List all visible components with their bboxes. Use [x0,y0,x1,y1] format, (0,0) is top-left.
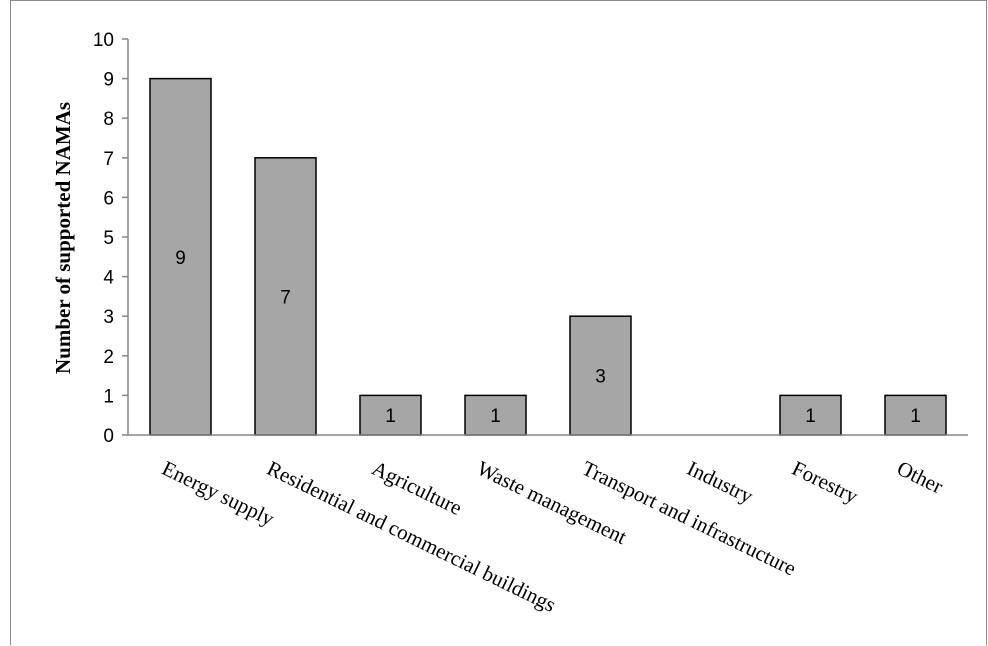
y-tick-label: 4 [103,268,114,289]
bar-0 [149,77,212,436]
chart-frame [10,0,987,645]
data-label-1: 7 [280,287,291,308]
y-tick-label: 0 [103,426,114,447]
data-label-0: 9 [175,248,186,269]
y-tick-label: 6 [103,188,114,209]
data-label-3: 1 [490,406,501,427]
x-category-label: Forestry [788,456,862,508]
bar-3 [464,394,527,436]
y-tick-label: 5 [103,228,114,249]
y-tick-label: 7 [103,149,114,170]
y-tick-label: 10 [93,30,114,51]
y-tick-label: 1 [103,386,114,407]
x-category-label: Industry [683,456,757,508]
data-label-6: 1 [805,406,816,427]
data-label-4: 3 [595,367,606,388]
data-labels: 9 7 1 1 3 1 1 [175,248,921,427]
y-axis-ticks: 0 1 2 3 4 5 6 7 8 9 10 [93,30,128,447]
bar-7 [884,394,947,436]
data-label-2: 1 [385,406,396,427]
bar-1 [254,157,317,436]
y-tick-label: 8 [103,109,114,130]
y-tick-label: 2 [103,347,114,368]
data-label-7: 1 [910,406,921,427]
bars [149,77,947,436]
y-axis-title: Number of supported NAMAs [51,102,75,374]
x-category-label: Energy supply [158,456,278,531]
x-category-label: Other [893,456,947,499]
y-tick-label: 3 [103,307,114,328]
y-tick-label: 9 [103,70,114,91]
